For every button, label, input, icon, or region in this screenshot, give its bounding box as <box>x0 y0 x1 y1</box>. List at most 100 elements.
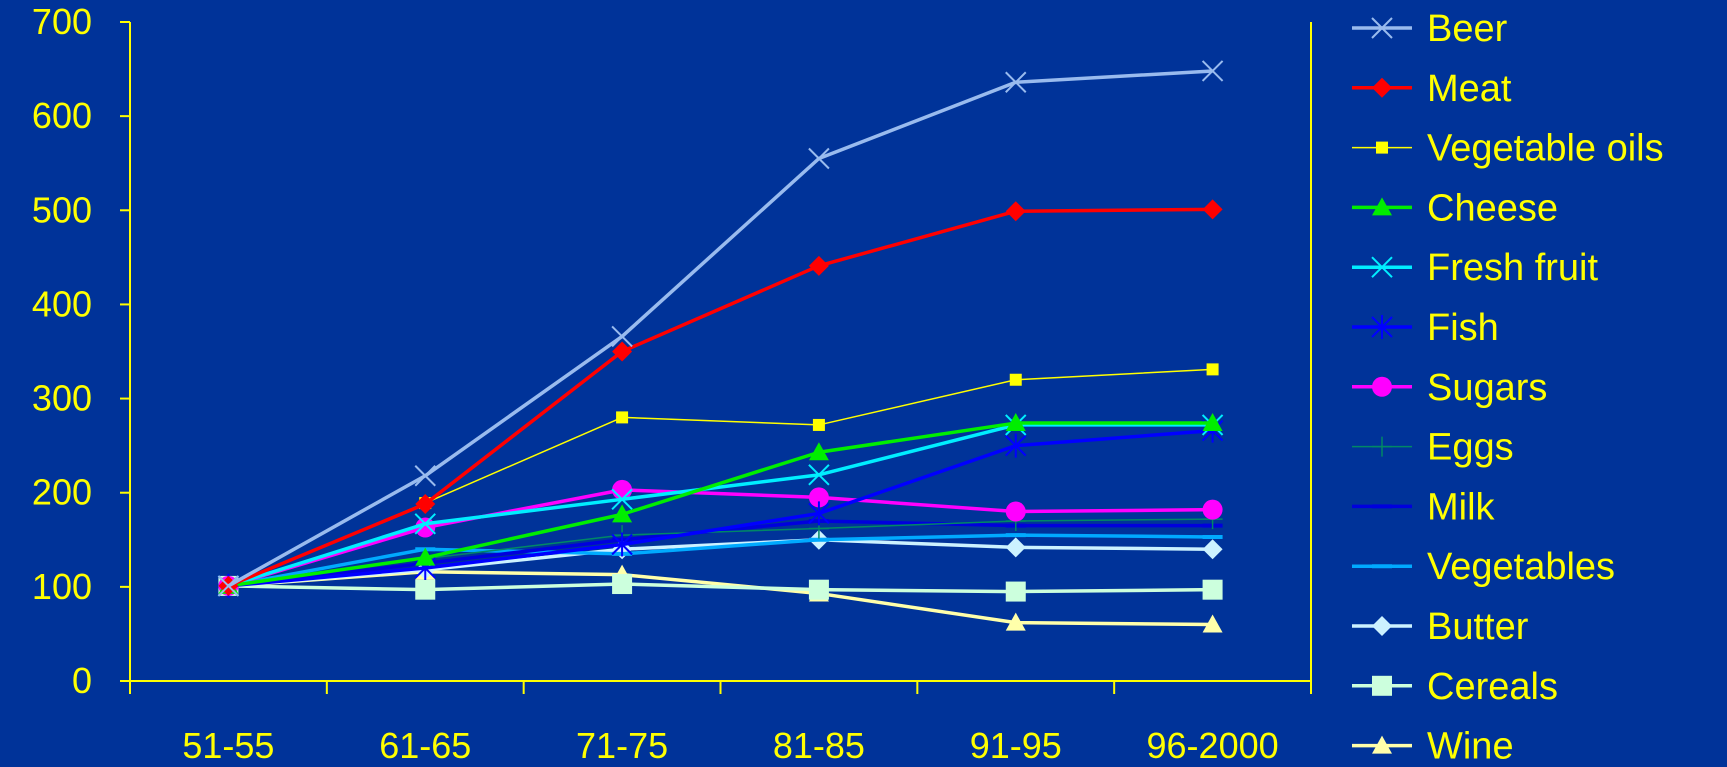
data-point <box>1202 579 1223 600</box>
series-line <box>227 69 1213 588</box>
legend-label: Vegetables <box>1427 546 1615 588</box>
y-tick-label: 0 <box>72 660 92 701</box>
legend: Beer Meat Vegetable oils Cheese Fresh fruit F… <box>1352 8 1664 767</box>
series-lines <box>217 60 1224 633</box>
data-point <box>1201 60 1224 82</box>
legend-marker <box>1372 436 1392 457</box>
data-point <box>808 147 830 170</box>
legend-marker <box>1372 735 1392 754</box>
x-tick-label: 71-75 <box>576 725 668 766</box>
data-point <box>1202 539 1223 560</box>
legend-item: Butter <box>1352 606 1529 648</box>
legend-item: Vegetable oils <box>1352 128 1664 170</box>
data-point <box>414 465 436 487</box>
legend-item: Milk <box>1352 486 1496 528</box>
data-point <box>1202 499 1223 520</box>
legend-label: Meat <box>1427 68 1512 110</box>
data-point <box>415 579 436 600</box>
data-point <box>1005 71 1027 93</box>
legend-item: Meat <box>1352 68 1512 110</box>
legend-marker <box>1371 17 1393 39</box>
x-tick-label: 61-65 <box>379 725 471 766</box>
data-point <box>808 442 829 461</box>
legend-marker <box>1372 616 1392 636</box>
legend-item: Fish <box>1352 307 1499 349</box>
data-point <box>415 494 436 515</box>
series-sugars <box>218 479 1223 596</box>
legend-label: Sugars <box>1427 367 1547 409</box>
data-point <box>1202 413 1223 432</box>
data-point <box>612 341 633 362</box>
data-point <box>1202 614 1223 633</box>
data-point <box>1202 199 1223 220</box>
legend-label: Vegetable oils <box>1427 128 1664 170</box>
y-tick-label: 300 <box>32 378 92 419</box>
legend-label: Fish <box>1427 307 1499 349</box>
data-point <box>808 255 829 276</box>
y-tick-label: 600 <box>32 95 92 136</box>
y-tick-label: 200 <box>32 472 92 513</box>
series-beer <box>217 60 1224 597</box>
series-line <box>228 570 1213 627</box>
series-line <box>228 428 1213 588</box>
data-point <box>1005 201 1026 222</box>
legend-item: Cereals <box>1352 666 1558 708</box>
series-line <box>227 488 1213 588</box>
legend-label: Milk <box>1427 486 1496 528</box>
data-point <box>808 464 830 486</box>
legend-label: Cereals <box>1427 666 1558 708</box>
legend-label: Wine <box>1427 726 1514 767</box>
legend-marker <box>1372 675 1392 696</box>
x-tick-label: 96-2000 <box>1147 725 1279 766</box>
legend-label: Fresh fruit <box>1427 247 1598 289</box>
legend-item: Vegetables <box>1352 546 1615 588</box>
data-point <box>612 504 633 523</box>
series-cereals <box>218 574 1223 602</box>
data-point <box>808 501 830 526</box>
legend-item: Beer <box>1352 8 1508 50</box>
y-tick-label: 100 <box>32 566 92 607</box>
y-tick-label: 700 <box>32 1 92 42</box>
legend-label: Eggs <box>1427 427 1514 469</box>
series-line <box>228 421 1213 588</box>
x-tick-label: 91-95 <box>970 725 1062 766</box>
legend-marker <box>1376 141 1388 154</box>
data-point <box>611 532 633 557</box>
y-tick-label: 400 <box>32 283 92 324</box>
data-point <box>1005 413 1026 432</box>
legend-label: Butter <box>1427 606 1529 648</box>
legend-item: Sugars <box>1352 367 1547 409</box>
data-point <box>415 547 436 566</box>
data-point <box>1005 501 1026 522</box>
data-point <box>1005 433 1027 458</box>
series-line <box>227 423 1213 588</box>
legend-marker <box>1371 315 1393 339</box>
legend-marker <box>1372 376 1392 397</box>
x-tick-label: 51-55 <box>182 725 274 766</box>
data-point <box>1206 363 1219 376</box>
x-tick-label: 81-85 <box>773 725 865 766</box>
series-line <box>228 582 1213 594</box>
legend-label: Cheese <box>1427 187 1558 229</box>
series-line <box>228 533 1213 588</box>
y-axis: 0 100 200 300 400 500 600 700 <box>32 1 131 701</box>
data-point <box>414 513 436 535</box>
legend-item: Cheese <box>1352 187 1558 229</box>
data-point <box>612 574 633 595</box>
legend-marker <box>1372 77 1392 98</box>
data-point <box>1009 373 1022 386</box>
data-point <box>808 487 829 508</box>
legend-item: Eggs <box>1352 427 1514 469</box>
data-point <box>616 411 629 424</box>
series-cheese <box>218 413 1223 594</box>
legend-item: Wine <box>1352 726 1514 767</box>
legend-marker <box>1371 256 1393 278</box>
legend-marker <box>1372 197 1392 216</box>
legend-item: Fresh fruit <box>1352 247 1598 289</box>
data-point <box>611 325 633 348</box>
data-point <box>611 488 633 511</box>
data-point <box>1005 581 1026 602</box>
legend-label: Beer <box>1427 8 1508 50</box>
series-line <box>227 207 1213 588</box>
